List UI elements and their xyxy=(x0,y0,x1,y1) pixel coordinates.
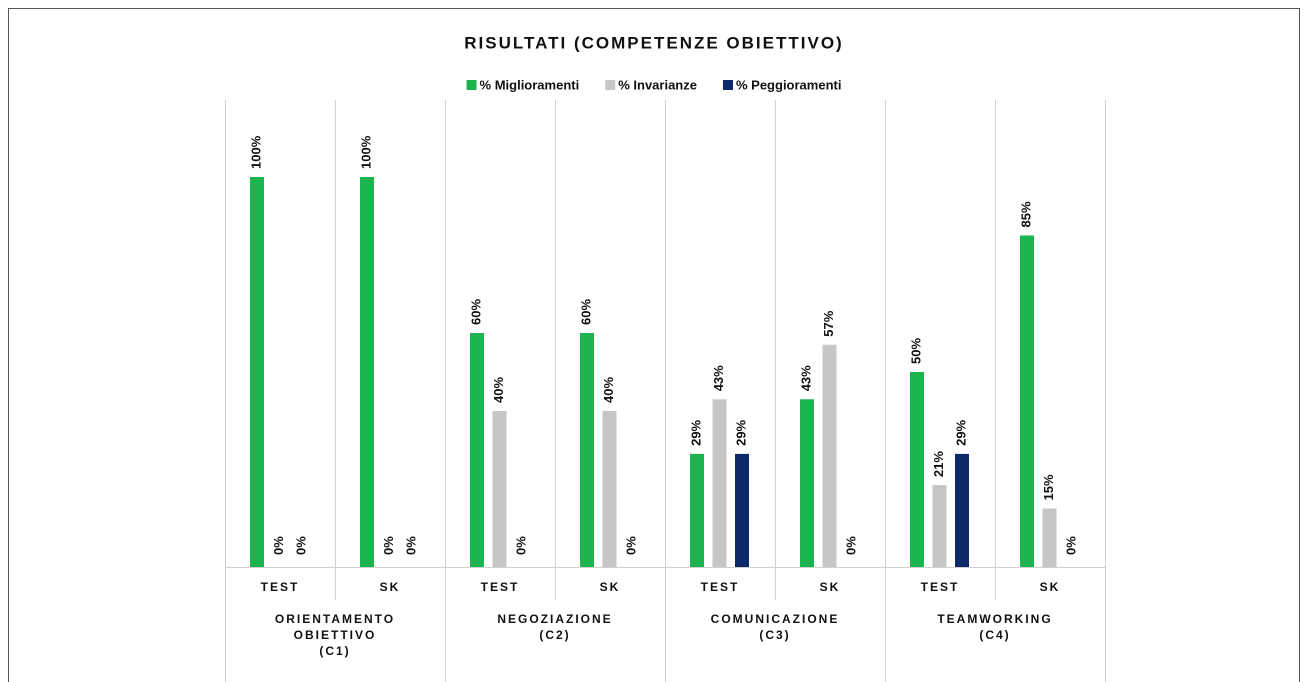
x-tick-label: SK xyxy=(820,580,841,594)
data-label: 43% xyxy=(711,365,726,391)
group-label: COMUNICAZIONE xyxy=(711,612,840,626)
data-label: 43% xyxy=(798,365,813,391)
data-label: 29% xyxy=(953,419,968,445)
bar xyxy=(735,453,749,567)
data-label: 60% xyxy=(468,299,483,325)
legend-swatch xyxy=(466,80,477,90)
data-label: 29% xyxy=(733,419,748,445)
x-tick-label: SK xyxy=(1040,580,1061,594)
bar xyxy=(910,372,924,567)
bar xyxy=(955,453,969,567)
data-label: 21% xyxy=(931,451,946,477)
group-label: TEAMWORKING xyxy=(937,612,1052,626)
group-label: (C4) xyxy=(979,628,1010,642)
bar xyxy=(250,177,264,567)
data-label: 40% xyxy=(491,377,506,403)
x-tick-label: TEST xyxy=(481,580,520,594)
bar xyxy=(822,344,837,567)
bar xyxy=(470,333,484,567)
data-label: 0% xyxy=(1063,536,1078,555)
data-label: 15% xyxy=(1041,474,1056,500)
group-label: ORIENTAMENTO xyxy=(275,612,395,626)
bar xyxy=(360,177,374,567)
x-tick-label: TEST xyxy=(921,580,960,594)
x-tick-label: TEST xyxy=(261,580,300,594)
data-label: 0% xyxy=(513,536,528,555)
x-tick-label: SK xyxy=(600,580,621,594)
data-label: 0% xyxy=(843,536,858,555)
data-label: 0% xyxy=(293,536,308,555)
group-label: (C3) xyxy=(759,628,790,642)
data-label: 50% xyxy=(908,338,923,364)
x-tick-label: SK xyxy=(380,580,401,594)
data-label: 85% xyxy=(1018,201,1033,227)
bar xyxy=(712,399,727,567)
bar xyxy=(602,411,617,567)
data-label: 60% xyxy=(578,299,593,325)
data-label: 100% xyxy=(358,135,373,169)
data-label: 0% xyxy=(271,536,286,555)
legend-label: % Miglioramenti xyxy=(480,77,580,92)
chart-title: RISULTATI (COMPETENZE OBIETTIVO) xyxy=(464,33,843,52)
data-label: 0% xyxy=(403,536,418,555)
legend-label: % Invarianze xyxy=(618,77,697,92)
bar xyxy=(1042,508,1057,567)
bar xyxy=(580,333,594,567)
legend-label: % Peggioramenti xyxy=(736,77,841,92)
legend-swatch xyxy=(722,80,733,90)
data-label: 0% xyxy=(623,536,638,555)
data-label: 40% xyxy=(601,377,616,403)
bar xyxy=(932,485,947,567)
bar xyxy=(800,399,814,567)
x-tick-label: TEST xyxy=(701,580,740,594)
group-label: NEGOZIAZIONE xyxy=(497,612,612,626)
data-label: 0% xyxy=(381,536,396,555)
bar xyxy=(492,411,507,567)
legend-swatch xyxy=(605,80,616,90)
chart-border xyxy=(8,8,1300,682)
data-label: 100% xyxy=(248,135,263,169)
data-label: 57% xyxy=(821,310,836,336)
bar xyxy=(690,453,704,567)
data-label: 29% xyxy=(688,419,703,445)
bar xyxy=(1020,235,1034,567)
group-label: OBIETTIVO xyxy=(294,628,377,642)
group-label: (C2) xyxy=(539,628,570,642)
group-label: (C1) xyxy=(319,644,350,658)
